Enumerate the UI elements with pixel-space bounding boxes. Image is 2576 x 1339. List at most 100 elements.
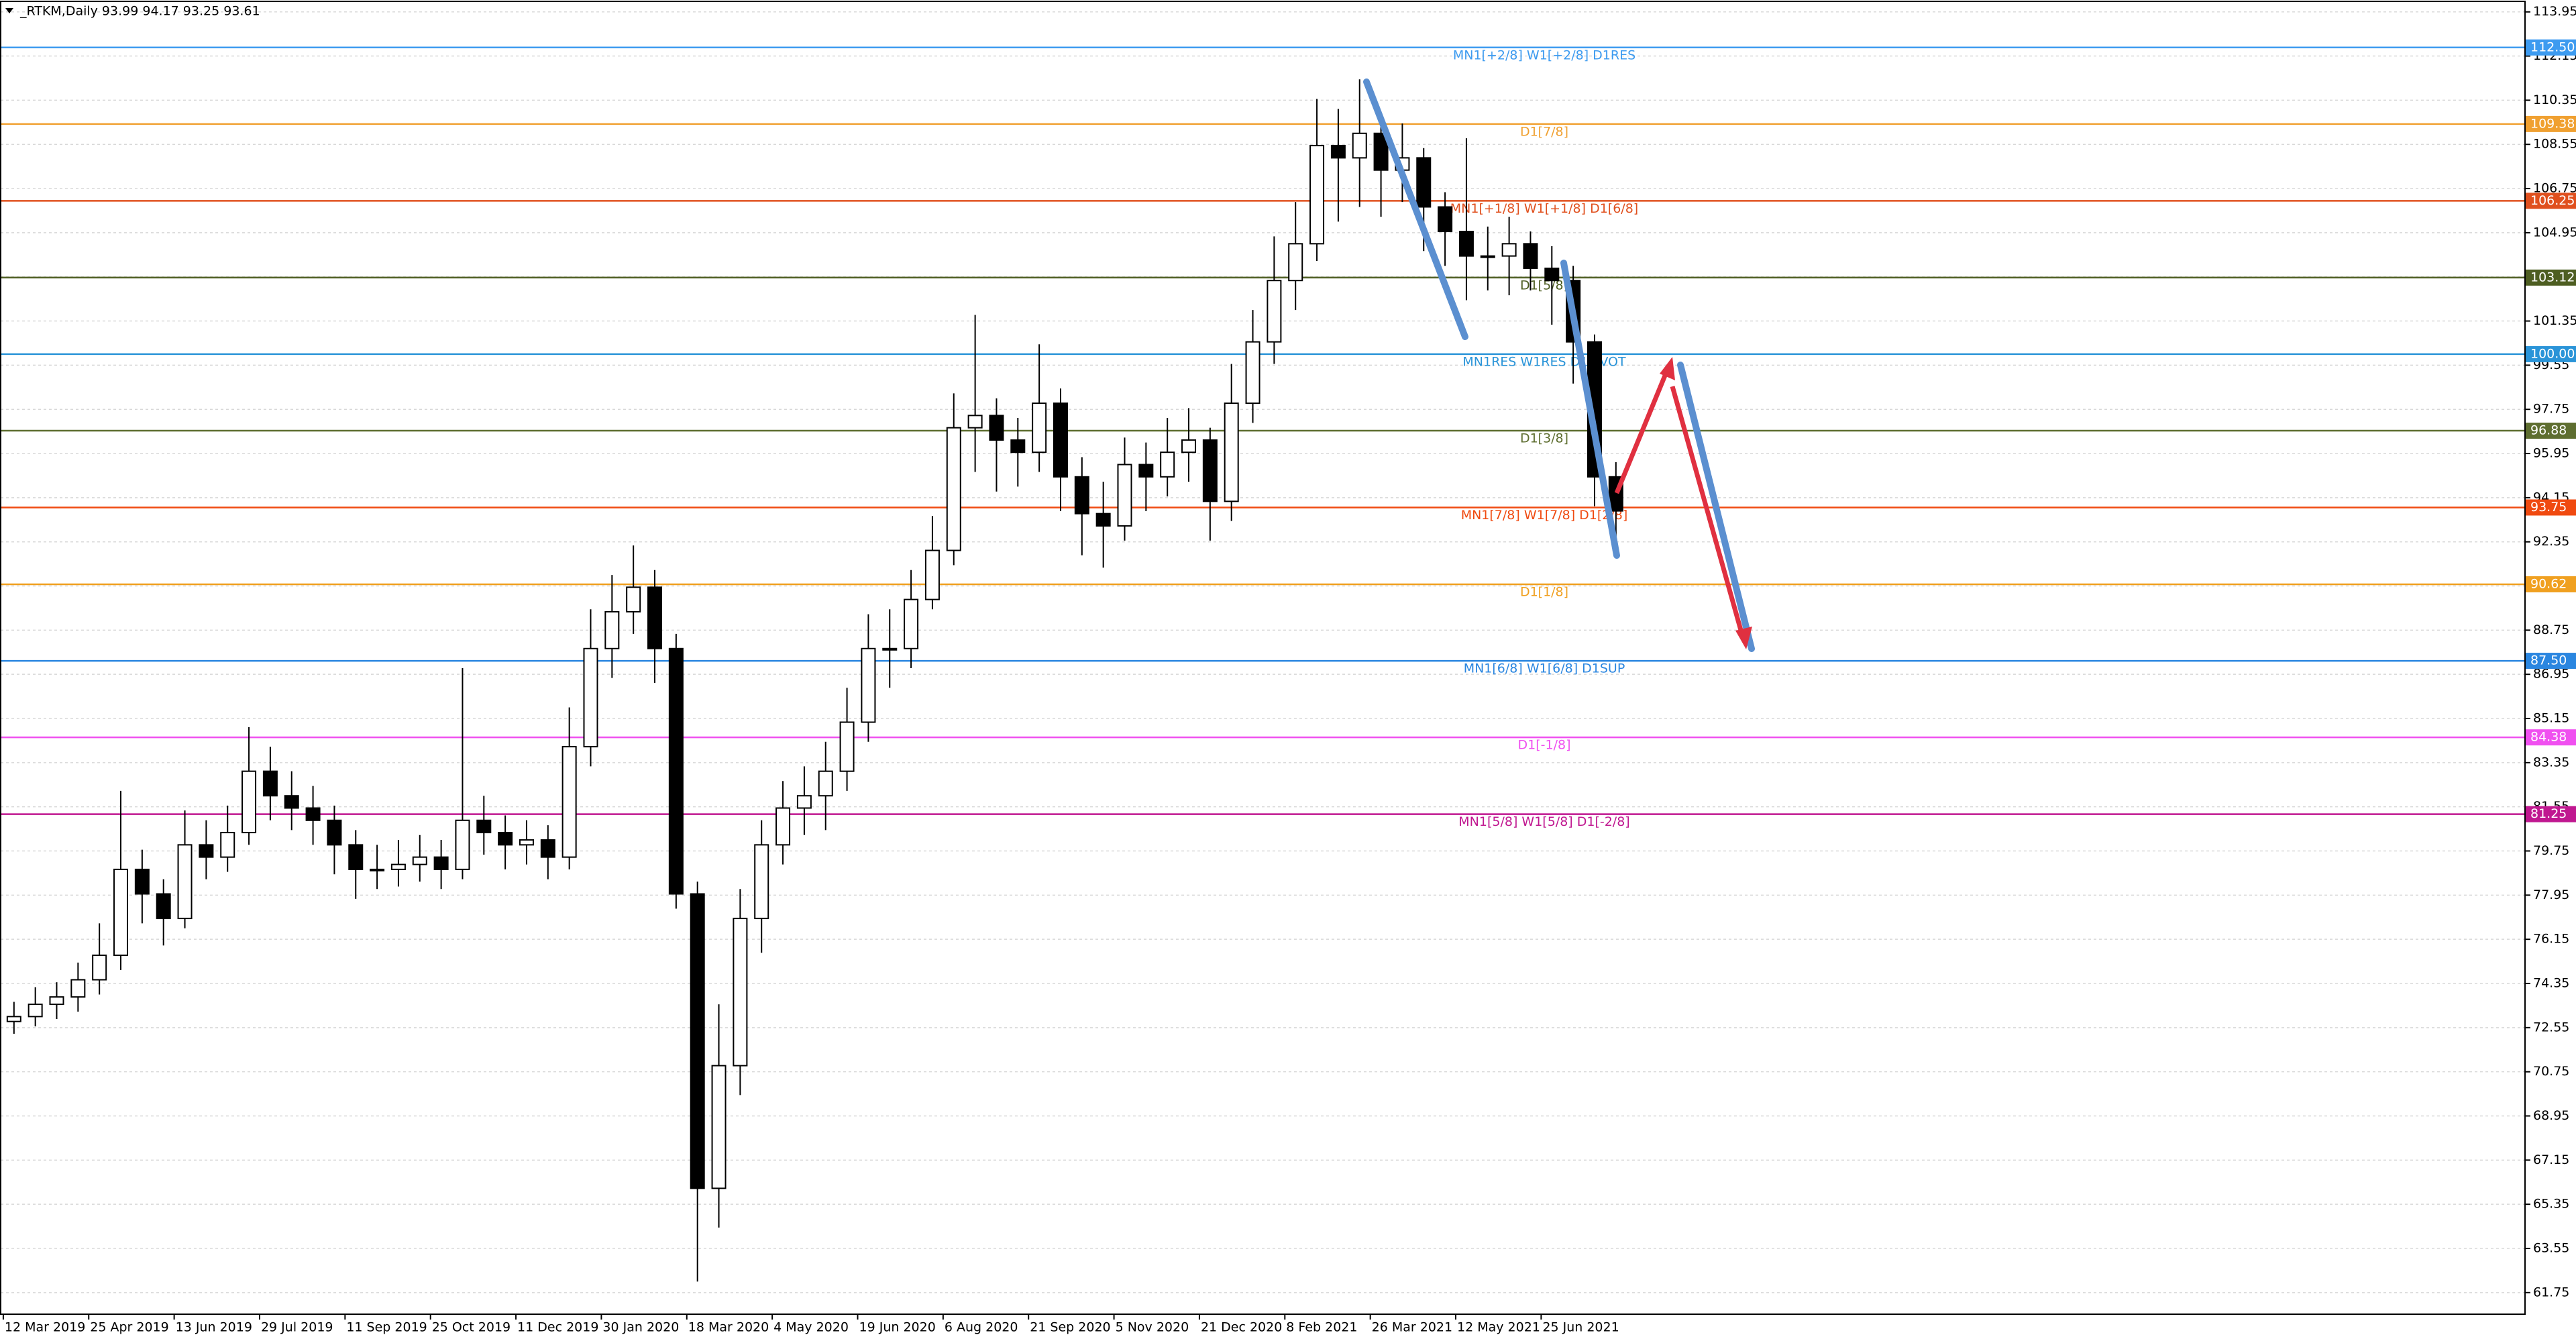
price-label: 87.50: [2530, 653, 2567, 668]
trend-line: [1363, 78, 1468, 340]
x-tick-label: 18 Mar 2020: [688, 1320, 769, 1335]
trend-line: [1560, 260, 1620, 559]
candles: [6, 79, 1623, 1282]
candle-body: [498, 832, 513, 846]
y-tick-label: 76.15: [2533, 932, 2569, 947]
candle-body: [370, 868, 385, 871]
candle-body: [113, 868, 129, 956]
candle-body: [1544, 267, 1560, 282]
x-tick-label: 13 Jun 2019: [176, 1320, 252, 1335]
y-tick-label: 65.35: [2533, 1197, 2569, 1212]
x-tick-label: 19 Jun 2020: [859, 1320, 936, 1335]
candle-body: [1138, 464, 1154, 478]
candle-body: [1267, 280, 1282, 343]
y-tick-label: 67.15: [2533, 1153, 2569, 1167]
candle-body: [583, 647, 598, 748]
y-tick-label: 79.75: [2533, 843, 2569, 858]
x-tick-label: 21 Sep 2020: [1030, 1320, 1110, 1335]
x-tick-label: 12 Mar 2019: [5, 1320, 85, 1335]
price-label: 112.50: [2530, 40, 2575, 54]
price-box: [2526, 269, 2576, 286]
y-tick-label: 86.95: [2533, 667, 2569, 682]
level-name: D1[3/8]: [1520, 431, 1568, 446]
candle-body: [1032, 403, 1047, 453]
candle-body: [882, 647, 898, 651]
candle-body: [70, 979, 86, 998]
candle-body: [1245, 341, 1260, 405]
candle-body: [1202, 439, 1218, 502]
candle-body: [519, 839, 534, 846]
level-name: D1[-1/8]: [1518, 738, 1571, 753]
x-tick-label: 4 May 2020: [773, 1320, 849, 1335]
candle-body: [690, 893, 705, 1189]
candle-body: [1416, 157, 1432, 208]
candle-body: [92, 954, 107, 981]
trend-line: [1677, 362, 1755, 652]
candle-body: [711, 1065, 727, 1189]
candle-body: [284, 795, 299, 809]
candle-body: [348, 844, 364, 870]
plot-frame: [0, 1, 2526, 1315]
candle-body: [1117, 464, 1132, 527]
candle-body: [626, 586, 641, 612]
price-label: 109.38: [2530, 116, 2575, 131]
y-tick-label: 61.75: [2533, 1285, 2569, 1299]
symbol-icon: [5, 8, 13, 13]
chart-title: _RTKM,Daily 93.99 94.17 93.25 93.61: [19, 4, 260, 19]
price-label: 93.75: [2530, 500, 2567, 515]
x-tick-label: 11 Dec 2019: [517, 1320, 598, 1335]
arrow-head: [1660, 357, 1675, 380]
y-tick-label: 110.35: [2533, 93, 2576, 107]
y-tick-label: 70.75: [2533, 1064, 2569, 1079]
candle-body: [433, 856, 449, 870]
candle-body: [199, 844, 214, 858]
x-tick-label: 25 Apr 2019: [90, 1320, 168, 1335]
candle-body: [967, 415, 983, 429]
price-box: [2526, 345, 2576, 362]
level-name: MN1[7/8] W1[7/8] D1[2/8]: [1461, 508, 1628, 523]
candle-body: [1074, 476, 1089, 515]
price-label: 81.25: [2530, 806, 2567, 821]
price-label: 106.25: [2530, 193, 2575, 208]
price-label: 100.00: [2530, 346, 2575, 361]
y-tick-label: 104.95: [2533, 225, 2576, 239]
candle-body: [818, 770, 833, 797]
candle-body: [327, 819, 342, 846]
candle-body: [1309, 145, 1325, 245]
price-box: [2526, 576, 2576, 592]
y-tick-label: 88.75: [2533, 623, 2569, 637]
candle-body: [455, 819, 470, 870]
candle-body: [156, 893, 171, 920]
candle-body: [476, 819, 492, 834]
x-tick-label: 6 Aug 2020: [945, 1320, 1018, 1335]
candle-body: [1224, 403, 1239, 502]
candle-body: [6, 1016, 21, 1022]
x-tick-label: 8 Feb 2021: [1286, 1320, 1357, 1335]
price-box: [2526, 729, 2576, 746]
candle-body: [754, 844, 769, 920]
x-tick-label: 21 Dec 2020: [1201, 1320, 1282, 1335]
level-name: MN1[+1/8] W1[+1/8] D1[6/8]: [1450, 201, 1638, 216]
y-tick-label: 92.35: [2533, 534, 2569, 549]
candle-body: [1010, 439, 1026, 453]
candle-body: [1053, 403, 1068, 478]
candle-body: [241, 770, 257, 834]
level-name: MN1[+2/8] W1[+2/8] D1RES: [1453, 48, 1635, 62]
price-box: [2526, 39, 2576, 56]
level-name: MN1[6/8] W1[6/8] D1SUP: [1464, 661, 1625, 676]
x-tick-label: 26 Mar 2021: [1372, 1320, 1452, 1335]
candle-body: [604, 610, 620, 649]
y-tick-label: 85.15: [2533, 711, 2569, 726]
candle-body: [305, 807, 321, 821]
candle-body: [561, 746, 577, 858]
level-name: D1[7/8]: [1520, 124, 1568, 139]
candle-body: [49, 996, 64, 1006]
y-tick-label: 101.35: [2533, 313, 2576, 328]
candle-body: [904, 598, 919, 649]
x-tick-label: 30 Jan 2020: [602, 1320, 679, 1335]
candle-body: [989, 415, 1004, 441]
candle-body: [390, 863, 406, 870]
